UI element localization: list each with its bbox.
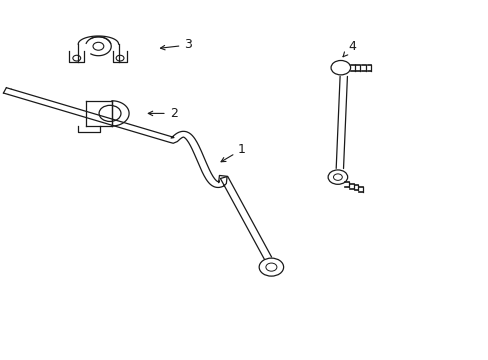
Text: 4: 4 (343, 40, 355, 57)
Text: 1: 1 (221, 143, 245, 162)
Text: 3: 3 (160, 39, 192, 51)
Text: 2: 2 (148, 107, 177, 120)
